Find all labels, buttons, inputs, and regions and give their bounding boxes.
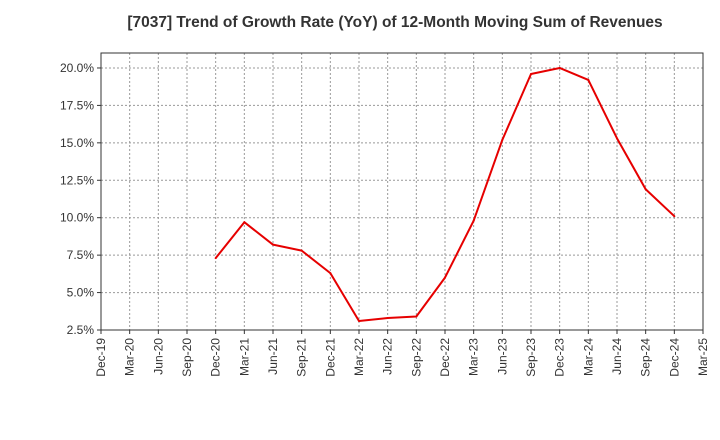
- x-tick-label: Mar-25: [696, 338, 710, 376]
- data-point: [329, 272, 332, 275]
- x-tick-label: Sep-22: [409, 338, 423, 377]
- y-tick-label: 20.0%: [60, 61, 94, 75]
- data-point: [501, 138, 504, 141]
- data-point: [673, 215, 676, 218]
- plot-area: [100, 52, 704, 331]
- y-axis: 2.5% 5.0% 7.5% 10.0% 12.5% 15.0% 17.5% 20.0%: [60, 61, 101, 337]
- x-tick-label: Mar-22: [352, 338, 366, 376]
- data-point: [415, 315, 418, 318]
- data-point: [243, 221, 246, 224]
- data-point: [272, 243, 274, 246]
- x-axis: Dec-19 Mar-20 Jun-20 Sep-20 Dec-20 Mar-21 Jun-…: [94, 330, 710, 377]
- data-point: [472, 219, 475, 222]
- x-tick-label: Dec-19: [94, 338, 108, 377]
- data-point: [214, 257, 217, 260]
- data-point: [444, 276, 446, 279]
- x-tick-label: Dec-23: [553, 338, 567, 377]
- x-tick-label: Mar-23: [467, 338, 481, 376]
- x-tick-label: Sep-20: [180, 338, 194, 377]
- x-tick-label: Dec-22: [438, 338, 452, 377]
- x-tick-label: Dec-21: [323, 338, 337, 377]
- grid: [101, 53, 703, 330]
- data-point: [358, 320, 360, 323]
- chart-title: [7037] Trend of Growth Rate (YoY) of 12-…: [127, 14, 663, 31]
- x-tick-label: Jun-24: [610, 338, 624, 375]
- x-tick-label: Mar-20: [123, 338, 137, 376]
- y-tick-label: 7.5%: [67, 248, 95, 262]
- x-tick-label: Jun-22: [381, 338, 395, 375]
- data-point: [558, 66, 561, 69]
- x-tick-label: Jun-23: [495, 338, 509, 375]
- data-point: [300, 249, 303, 252]
- x-tick-label: Mar-21: [237, 338, 251, 376]
- x-tick-label: Sep-23: [524, 338, 538, 377]
- y-tick-label: 2.5%: [67, 323, 95, 337]
- y-tick-label: 15.0%: [60, 136, 94, 150]
- y-tick-label: 17.5%: [60, 98, 94, 112]
- y-tick-label: 5.0%: [67, 286, 95, 300]
- x-tick-label: Dec-20: [209, 338, 223, 377]
- data-point: [386, 317, 389, 320]
- x-tick-label: Dec-24: [667, 338, 681, 377]
- x-tick-label: Jun-20: [151, 338, 165, 375]
- x-tick-label: Sep-21: [295, 338, 309, 377]
- x-tick-label: Mar-24: [581, 338, 595, 376]
- data-point: [530, 72, 532, 75]
- x-tick-label: Sep-24: [639, 338, 653, 377]
- data-point: [644, 188, 647, 191]
- y-tick-label: 12.5%: [60, 173, 94, 187]
- data-point: [616, 137, 618, 140]
- y-tick-label: 10.0%: [60, 211, 94, 225]
- series-layer: [214, 66, 676, 323]
- data-point: [587, 78, 590, 81]
- x-tick-label: Jun-21: [266, 338, 280, 375]
